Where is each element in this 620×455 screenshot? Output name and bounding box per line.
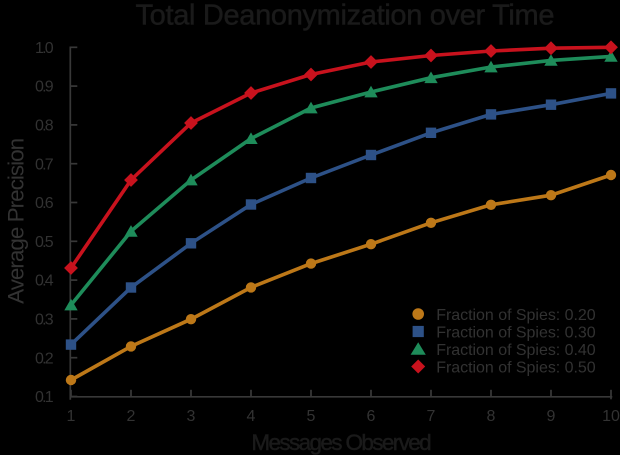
svg-text:Fraction of Spies: 0.30: Fraction of Spies: 0.30: [436, 324, 596, 341]
svg-text:7: 7: [427, 408, 436, 425]
svg-text:0.2: 0.2: [35, 350, 54, 367]
svg-text:0.6: 0.6: [35, 195, 54, 212]
svg-text:3: 3: [187, 408, 196, 425]
svg-text:0.3: 0.3: [35, 312, 54, 329]
svg-text:0.4: 0.4: [35, 273, 54, 290]
svg-text:5: 5: [307, 408, 316, 425]
svg-text:0.5: 0.5: [35, 234, 54, 251]
svg-text:Fraction of Spies: 0.40: Fraction of Spies: 0.40: [436, 342, 596, 359]
svg-text:2: 2: [127, 408, 136, 425]
svg-text:8: 8: [487, 408, 496, 425]
svg-text:Total Deanonymization over Tim: Total Deanonymization over Time: [136, 0, 555, 32]
svg-text:Messages Observed: Messages Observed: [251, 430, 431, 455]
svg-text:Fraction of Spies: 0.50: Fraction of Spies: 0.50: [436, 359, 596, 376]
svg-text:4: 4: [247, 408, 256, 425]
svg-text:0.7: 0.7: [35, 156, 54, 173]
svg-text:0.1: 0.1: [35, 389, 54, 406]
svg-text:10: 10: [602, 408, 620, 425]
svg-text:0.9: 0.9: [35, 79, 54, 96]
svg-text:1.0: 1.0: [35, 40, 54, 57]
svg-text:1: 1: [67, 408, 76, 425]
svg-text:9: 9: [547, 408, 556, 425]
svg-text:Average Precision: Average Precision: [3, 138, 28, 304]
svg-text:Fraction of Spies: 0.20: Fraction of Spies: 0.20: [436, 307, 596, 324]
svg-text:0.8: 0.8: [35, 118, 54, 135]
svg-text:6: 6: [367, 408, 376, 425]
